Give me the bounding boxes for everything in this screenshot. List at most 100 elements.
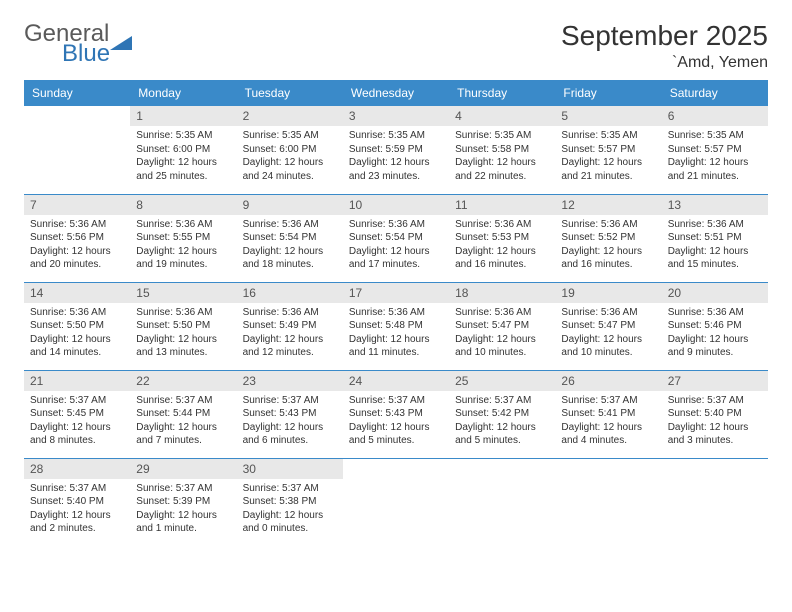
sunrise-text: Sunrise: 5:36 AM [30, 306, 124, 320]
day-number: 14 [24, 283, 130, 303]
sunset-text: Sunset: 5:49 PM [243, 319, 337, 333]
sunset-text: Sunset: 5:46 PM [668, 319, 762, 333]
sunrise-text: Sunrise: 5:36 AM [136, 306, 230, 320]
daylight-text-2: and 22 minutes. [455, 170, 549, 184]
sunset-text: Sunset: 5:45 PM [30, 407, 124, 421]
daylight-text: Daylight: 12 hours [243, 509, 337, 523]
calendar-day-cell: 18Sunrise: 5:36 AMSunset: 5:47 PMDayligh… [449, 282, 555, 370]
calendar-day-cell: 23Sunrise: 5:37 AMSunset: 5:43 PMDayligh… [237, 370, 343, 458]
day-number: 19 [555, 283, 661, 303]
sunset-text: Sunset: 5:42 PM [455, 407, 549, 421]
sunset-text: Sunset: 5:56 PM [30, 231, 124, 245]
calendar-day-cell: 10Sunrise: 5:36 AMSunset: 5:54 PMDayligh… [343, 194, 449, 282]
sunset-text: Sunset: 6:00 PM [136, 143, 230, 157]
day-details: Sunrise: 5:36 AMSunset: 5:50 PMDaylight:… [24, 303, 130, 364]
calendar-day-cell: 25Sunrise: 5:37 AMSunset: 5:42 PMDayligh… [449, 370, 555, 458]
daylight-text-2: and 14 minutes. [30, 346, 124, 360]
calendar-day-cell: 24Sunrise: 5:37 AMSunset: 5:43 PMDayligh… [343, 370, 449, 458]
daylight-text: Daylight: 12 hours [455, 156, 549, 170]
daylight-text-2: and 12 minutes. [243, 346, 337, 360]
day-details: Sunrise: 5:37 AMSunset: 5:43 PMDaylight:… [343, 391, 449, 452]
calendar-day-cell: 13Sunrise: 5:36 AMSunset: 5:51 PMDayligh… [662, 194, 768, 282]
sunset-text: Sunset: 5:43 PM [349, 407, 443, 421]
sunrise-text: Sunrise: 5:37 AM [136, 394, 230, 408]
sunrise-text: Sunrise: 5:37 AM [561, 394, 655, 408]
daylight-text-2: and 7 minutes. [136, 434, 230, 448]
daylight-text: Daylight: 12 hours [136, 245, 230, 259]
daylight-text-2: and 5 minutes. [455, 434, 549, 448]
daylight-text: Daylight: 12 hours [349, 245, 443, 259]
weekday-header: Wednesday [343, 80, 449, 106]
sunset-text: Sunset: 5:51 PM [668, 231, 762, 245]
sunset-text: Sunset: 5:57 PM [668, 143, 762, 157]
daylight-text: Daylight: 12 hours [668, 333, 762, 347]
daylight-text: Daylight: 12 hours [30, 333, 124, 347]
daylight-text-2: and 9 minutes. [668, 346, 762, 360]
day-details: Sunrise: 5:37 AMSunset: 5:41 PMDaylight:… [555, 391, 661, 452]
sunrise-text: Sunrise: 5:35 AM [243, 129, 337, 143]
daylight-text-2: and 3 minutes. [668, 434, 762, 448]
day-number: 8 [130, 195, 236, 215]
day-number: 10 [343, 195, 449, 215]
daylight-text: Daylight: 12 hours [30, 421, 124, 435]
day-details: Sunrise: 5:37 AMSunset: 5:39 PMDaylight:… [130, 479, 236, 540]
daylight-text: Daylight: 12 hours [561, 156, 655, 170]
sunset-text: Sunset: 5:59 PM [349, 143, 443, 157]
calendar-day-cell: 6Sunrise: 5:35 AMSunset: 5:57 PMDaylight… [662, 106, 768, 194]
sunset-text: Sunset: 5:47 PM [561, 319, 655, 333]
daylight-text: Daylight: 12 hours [561, 245, 655, 259]
sunrise-text: Sunrise: 5:37 AM [30, 482, 124, 496]
day-number: 28 [24, 459, 130, 479]
calendar-day-cell: 19Sunrise: 5:36 AMSunset: 5:47 PMDayligh… [555, 282, 661, 370]
day-number: 7 [24, 195, 130, 215]
calendar-day-cell: 21Sunrise: 5:37 AMSunset: 5:45 PMDayligh… [24, 370, 130, 458]
calendar-day-cell: 17Sunrise: 5:36 AMSunset: 5:48 PMDayligh… [343, 282, 449, 370]
daylight-text-2: and 0 minutes. [243, 522, 337, 536]
weekday-header: Saturday [662, 80, 768, 106]
day-number: 23 [237, 371, 343, 391]
daylight-text-2: and 17 minutes. [349, 258, 443, 272]
sunrise-text: Sunrise: 5:36 AM [561, 218, 655, 232]
sunrise-text: Sunrise: 5:35 AM [455, 129, 549, 143]
calendar-day-cell: 14Sunrise: 5:36 AMSunset: 5:50 PMDayligh… [24, 282, 130, 370]
day-number: 4 [449, 106, 555, 126]
daylight-text-2: and 6 minutes. [243, 434, 337, 448]
weekday-header: Friday [555, 80, 661, 106]
calendar-day-cell [24, 106, 130, 194]
day-number: 27 [662, 371, 768, 391]
sunrise-text: Sunrise: 5:37 AM [30, 394, 124, 408]
day-number: 29 [130, 459, 236, 479]
day-details: Sunrise: 5:37 AMSunset: 5:40 PMDaylight:… [662, 391, 768, 452]
sunrise-text: Sunrise: 5:37 AM [243, 394, 337, 408]
day-number: 3 [343, 106, 449, 126]
logo: General Blue [24, 20, 132, 68]
sunset-text: Sunset: 5:55 PM [136, 231, 230, 245]
sunset-text: Sunset: 5:57 PM [561, 143, 655, 157]
day-number: 9 [237, 195, 343, 215]
day-number: 25 [449, 371, 555, 391]
calendar-day-cell [449, 458, 555, 546]
daylight-text: Daylight: 12 hours [136, 333, 230, 347]
calendar-day-cell: 3Sunrise: 5:35 AMSunset: 5:59 PMDaylight… [343, 106, 449, 194]
day-details: Sunrise: 5:36 AMSunset: 5:47 PMDaylight:… [449, 303, 555, 364]
day-details: Sunrise: 5:36 AMSunset: 5:54 PMDaylight:… [237, 215, 343, 276]
day-number: 24 [343, 371, 449, 391]
day-details: Sunrise: 5:35 AMSunset: 6:00 PMDaylight:… [237, 126, 343, 187]
calendar-day-cell: 12Sunrise: 5:36 AMSunset: 5:52 PMDayligh… [555, 194, 661, 282]
daylight-text-2: and 16 minutes. [455, 258, 549, 272]
sunrise-text: Sunrise: 5:36 AM [455, 218, 549, 232]
daylight-text-2: and 10 minutes. [455, 346, 549, 360]
sunset-text: Sunset: 5:41 PM [561, 407, 655, 421]
sunrise-text: Sunrise: 5:36 AM [455, 306, 549, 320]
calendar-day-cell: 22Sunrise: 5:37 AMSunset: 5:44 PMDayligh… [130, 370, 236, 458]
daylight-text-2: and 13 minutes. [136, 346, 230, 360]
calendar-day-cell: 27Sunrise: 5:37 AMSunset: 5:40 PMDayligh… [662, 370, 768, 458]
daylight-text-2: and 23 minutes. [349, 170, 443, 184]
calendar-week-row: 28Sunrise: 5:37 AMSunset: 5:40 PMDayligh… [24, 458, 768, 546]
sunset-text: Sunset: 5:50 PM [30, 319, 124, 333]
sunrise-text: Sunrise: 5:35 AM [136, 129, 230, 143]
daylight-text: Daylight: 12 hours [455, 421, 549, 435]
calendar-day-cell: 5Sunrise: 5:35 AMSunset: 5:57 PMDaylight… [555, 106, 661, 194]
calendar-day-cell: 2Sunrise: 5:35 AMSunset: 6:00 PMDaylight… [237, 106, 343, 194]
sunset-text: Sunset: 5:54 PM [243, 231, 337, 245]
